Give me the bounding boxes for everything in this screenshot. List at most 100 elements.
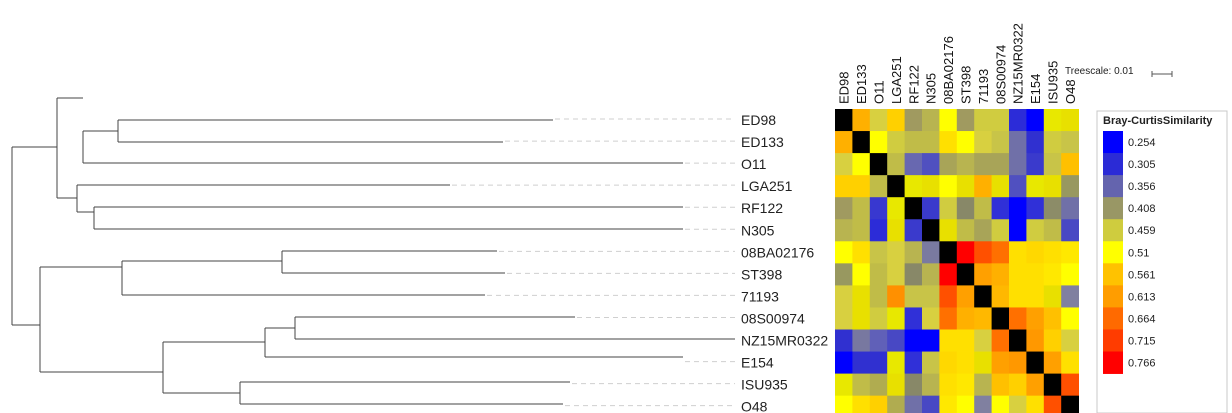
heatmap-cell <box>1026 329 1045 352</box>
heatmap-cell <box>1026 373 1045 397</box>
heatmap-cell <box>939 175 958 198</box>
heatmap-cell <box>1009 263 1027 286</box>
heatmap-cell <box>974 351 992 374</box>
heatmap-cell <box>1061 307 1079 330</box>
heatmap-cell <box>904 351 923 374</box>
heatmap-cell <box>956 285 975 308</box>
heatmap-cell <box>1061 153 1079 176</box>
label-leaders <box>452 118 735 407</box>
heatmap-cell <box>922 329 940 352</box>
heatmap-cell <box>1009 285 1027 308</box>
heatmap-cell <box>922 109 940 132</box>
heatmap-cell <box>991 241 1010 264</box>
heatmap-cell <box>1009 351 1027 374</box>
heatmap-cell <box>887 131 905 154</box>
heatmap-cell <box>852 153 871 176</box>
column-label: N305 <box>924 73 939 104</box>
heatmap-cell <box>922 241 940 264</box>
heatmap-cell <box>1061 373 1079 397</box>
heatmap-cell <box>922 351 940 374</box>
heatmap-cell <box>974 109 992 132</box>
heatmap-cell <box>887 175 905 198</box>
heatmap-cell <box>1043 263 1062 286</box>
heatmap-cell <box>1009 329 1027 352</box>
heatmap-cell <box>869 395 888 413</box>
taxon-label: ST398 <box>741 266 782 282</box>
column-label: E154 <box>1028 74 1043 104</box>
heatmap-cell <box>956 373 975 397</box>
heatmap-cell <box>922 373 940 397</box>
heatmap-cell <box>835 307 853 330</box>
legend-swatch <box>1103 175 1123 198</box>
heatmap-cell <box>1043 351 1062 374</box>
heatmap-cell <box>835 153 853 176</box>
heatmap-cell <box>1061 109 1079 132</box>
heatmap-cell <box>922 285 940 308</box>
heatmap-cell <box>869 351 888 374</box>
heatmap-cell <box>852 373 871 397</box>
heatmap-cell <box>922 131 940 154</box>
heatmap-cell <box>974 197 992 220</box>
heatmap-cell <box>991 109 1010 132</box>
heatmap-cell <box>939 307 958 330</box>
heatmap-cell <box>1009 395 1027 413</box>
heatmap-cell <box>887 219 905 242</box>
legend-value: 0.51 <box>1128 247 1149 259</box>
heatmap-cell <box>974 373 992 397</box>
taxon-label: ED98 <box>741 112 776 128</box>
heatmap-cell <box>1061 263 1079 286</box>
heatmap-cell <box>939 197 958 220</box>
heatmap-cell <box>991 307 1010 330</box>
heatmap-cell <box>1026 395 1045 413</box>
heatmap-cell <box>1061 175 1079 198</box>
heatmap-cell <box>939 153 958 176</box>
taxa-labels: ED98 ED133 O11 LGA251 RF122 N305 08BA02176 ST39… <box>741 112 828 413</box>
taxon-label: 08S00974 <box>741 310 805 326</box>
heatmap-cell <box>974 131 992 154</box>
heatmap-cell <box>939 131 958 154</box>
heatmap-cell <box>887 285 905 308</box>
heatmap-cell <box>887 153 905 176</box>
heatmap-cell <box>835 285 853 308</box>
heatmap-cell <box>974 241 992 264</box>
heatmap-cell <box>904 175 923 198</box>
heatmap-cell <box>1009 197 1027 220</box>
heatmap-cell <box>1026 219 1045 242</box>
taxon-label: 71193 <box>741 288 779 304</box>
heatmap-cell <box>852 219 871 242</box>
heatmap-cell <box>956 153 975 176</box>
heatmap-cell <box>956 395 975 413</box>
taxon-label: LGA251 <box>741 178 793 194</box>
heatmap-cell <box>1043 329 1062 352</box>
legend-value: 0.613 <box>1128 291 1156 303</box>
heatmap-cell <box>922 307 940 330</box>
taxon-label: RF122 <box>741 200 783 216</box>
heatmap-cell <box>887 109 905 132</box>
heatmap-cell <box>835 329 853 352</box>
taxon-label: O48 <box>741 399 768 413</box>
heatmap-cell <box>939 395 958 413</box>
taxon-label: N305 <box>741 222 775 238</box>
heatmap-cell <box>956 109 975 132</box>
heatmap-cell <box>991 285 1010 308</box>
heatmap-cell <box>1061 351 1079 374</box>
heatmap-cell <box>887 263 905 286</box>
similarity-heatmap <box>835 109 1079 413</box>
heatmap-cell <box>1043 285 1062 308</box>
color-legend: Bray-CurtisSimilarity 0.254 0.305 0.356 0.4… <box>1096 110 1228 413</box>
legend-value: 0.766 <box>1128 358 1156 370</box>
heatmap-cell <box>974 263 992 286</box>
heatmap-cell <box>904 241 923 264</box>
heatmap-cell <box>1043 153 1062 176</box>
heatmap-cell <box>1043 197 1062 220</box>
heatmap-cell <box>991 175 1010 198</box>
heatmap-cell <box>956 241 975 264</box>
heatmap-cell <box>939 241 958 264</box>
legend-swatch <box>1103 329 1123 352</box>
heatmap-cell <box>1026 153 1045 176</box>
heatmap-cell <box>956 197 975 220</box>
heatmap-cell <box>939 109 958 132</box>
heatmap-cell <box>835 109 853 132</box>
heatmap-cell <box>1026 175 1045 198</box>
heatmap-cell <box>1061 395 1079 413</box>
